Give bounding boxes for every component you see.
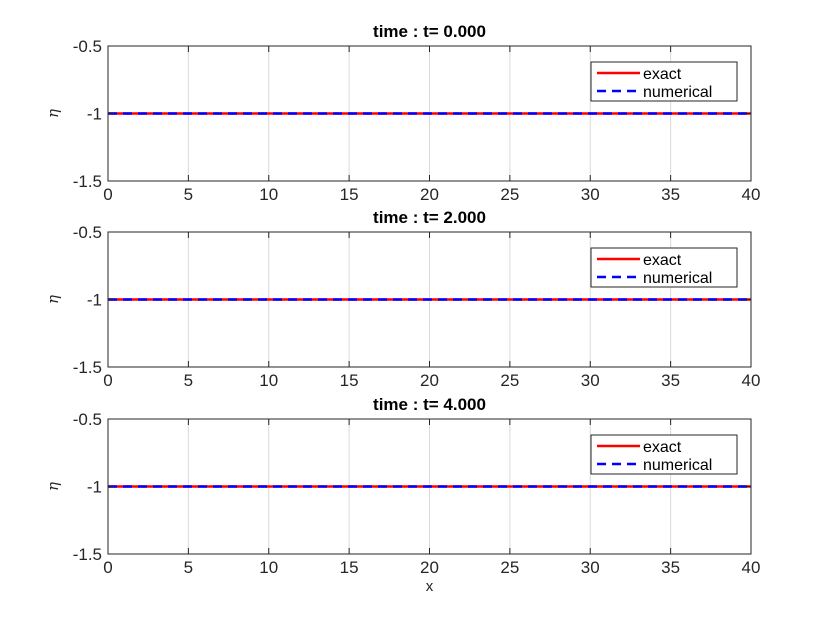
legend-label-numerical: numerical (643, 270, 712, 287)
legend-box (590, 61, 738, 102)
x-tick-label: 30 (581, 185, 600, 204)
x-tick-label: 5 (184, 371, 193, 390)
x-tick-label: 15 (340, 371, 359, 390)
x-tick-label: 0 (103, 558, 112, 577)
legend-box (590, 247, 738, 288)
x-tick-label: 40 (742, 185, 761, 204)
y-tick-label: -1.5 (73, 358, 102, 377)
x-tick-label: 30 (581, 558, 600, 577)
x-tick-label: 35 (661, 185, 680, 204)
legend-label-exact: exact (643, 66, 682, 83)
subplot-title: time : t= 4.000 (373, 395, 486, 414)
x-tick-label: 25 (500, 185, 519, 204)
x-tick-label: 15 (340, 558, 359, 577)
y-tick-label: -1 (87, 105, 102, 124)
y-axis-label: η (44, 482, 62, 491)
x-tick-label: 5 (184, 185, 193, 204)
y-axis-label: η (44, 109, 62, 118)
x-tick-label: 25 (500, 371, 519, 390)
y-tick-label: -1.5 (73, 172, 102, 191)
legend-label-exact: exact (643, 439, 682, 456)
x-tick-label: 20 (420, 558, 439, 577)
subplot-2: 0 5 10 15 20 25 30 35 40 -1.5 -1 -0.5 time : t= 2.00… (44, 208, 760, 390)
x-tick-label: 0 (103, 185, 112, 204)
y-tick-label: -0.5 (73, 410, 102, 429)
x-tick-label: 20 (420, 185, 439, 204)
legend-label-exact: exact (643, 252, 682, 269)
x-tick-label: 25 (500, 558, 519, 577)
x-tick-label: 35 (661, 558, 680, 577)
x-tick-label: 30 (581, 371, 600, 390)
x-tick-label: 20 (420, 371, 439, 390)
subplot-3: 0 5 10 15 20 25 30 35 40 -1.5 -1 -0.5 time : t= 4.00… (44, 395, 760, 595)
y-tick-label: -0.5 (73, 37, 102, 56)
x-tick-label: 40 (742, 371, 761, 390)
x-tick-label: 10 (259, 185, 278, 204)
x-tick-label: 0 (103, 371, 112, 390)
y-tick-label: -1 (87, 291, 102, 310)
legend-label-numerical: numerical (643, 457, 712, 474)
y-tick-label: -1.5 (73, 545, 102, 564)
y-tick-label: -1 (87, 478, 102, 497)
legend-label-numerical: numerical (643, 84, 712, 101)
x-tick-label: 5 (184, 558, 193, 577)
subplot-title: time : t= 2.000 (373, 208, 486, 227)
x-tick-label: 10 (259, 558, 278, 577)
y-tick-label: -0.5 (73, 223, 102, 242)
x-tick-label: 10 (259, 371, 278, 390)
y-axis-label: η (44, 295, 62, 304)
subplot-1: 0 5 10 15 20 25 30 35 40 -1.5 -1 -0.5 time : t= 0.00… (44, 22, 760, 204)
x-tick-label: 35 (661, 371, 680, 390)
x-tick-label: 40 (742, 558, 761, 577)
x-tick-label: 15 (340, 185, 359, 204)
legend-box (590, 434, 738, 475)
subplot-title: time : t= 0.000 (373, 22, 486, 41)
x-axis-label: x (426, 578, 434, 595)
